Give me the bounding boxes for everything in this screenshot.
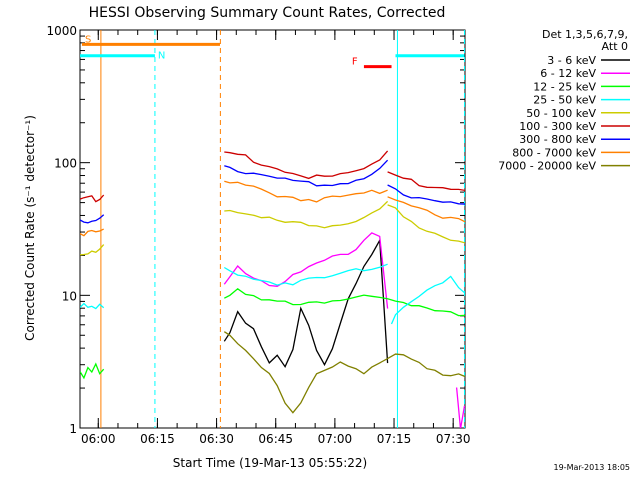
series-line	[387, 204, 465, 244]
legend-entry: 50 - 100 keV	[526, 107, 596, 120]
series-line	[224, 180, 388, 203]
legend-entry: 300 - 800 keV	[519, 133, 596, 146]
y-tick-label: 10	[62, 289, 77, 303]
legend-entry: 7000 - 20000 keV	[498, 160, 596, 173]
x-tick-label: 07:15	[377, 432, 412, 446]
legend-entry: 6 - 12 keV	[540, 67, 596, 80]
series-line	[390, 275, 465, 325]
plot-area	[79, 29, 466, 429]
series-lines	[80, 150, 465, 428]
legend-entry: 25 - 50 keV	[533, 94, 596, 107]
series-line	[224, 200, 389, 229]
series-line	[455, 387, 465, 428]
legend-entry: 100 - 300 keV	[519, 120, 596, 133]
event-markers	[100, 30, 465, 428]
y-axis: 1 10 100 1000	[46, 24, 465, 436]
series-line	[223, 263, 388, 286]
series-line	[80, 302, 105, 310]
legend-entry: 800 - 7000 keV	[512, 146, 596, 159]
legend-entry: 12 - 25 keV	[533, 80, 596, 93]
series-line	[223, 331, 465, 414]
y-tick-label: 1000	[46, 24, 77, 38]
legend-title: Att 0	[602, 40, 628, 53]
series-line	[223, 238, 389, 369]
series-line	[224, 287, 465, 317]
series-line	[80, 194, 105, 203]
x-tick-label: 06:00	[81, 432, 116, 446]
x-tick-label: 06:30	[199, 432, 234, 446]
y-axis-label: Corrected Count Rate (s⁻¹ detector⁻¹)	[23, 115, 37, 341]
series-line	[387, 171, 465, 192]
status-label: S	[85, 34, 91, 45]
series-line	[80, 244, 105, 256]
generated-timestamp: 19-Mar-2013 18:05	[553, 463, 631, 472]
series-line	[387, 184, 465, 205]
x-axis-label: Start Time (19-Mar-13 05:55:22)	[173, 456, 367, 470]
x-tick-label: 06:45	[258, 432, 293, 446]
legend-title: Det 1,3,5,6,7,9,	[542, 28, 628, 41]
series-line	[387, 196, 465, 223]
series-line	[80, 228, 104, 237]
x-tick-label: 07:30	[436, 432, 471, 446]
status-bars: S N F	[80, 34, 465, 69]
series-line	[80, 362, 105, 380]
chart-title: HESSI Observing Summary Count Rates, Cor…	[89, 5, 446, 21]
x-axis: 06:00 06:15 06:30 06:45 07:00 07:15 07:30	[81, 30, 471, 446]
series-line	[224, 150, 389, 180]
x-tick-label: 06:15	[140, 432, 175, 446]
y-tick-label: 1	[69, 422, 77, 436]
series-line	[223, 232, 389, 309]
series-line	[80, 214, 105, 224]
legend-entry: 3 - 6 keV	[547, 54, 596, 67]
series-line	[224, 159, 389, 187]
x-tick-label: 07:00	[318, 432, 353, 446]
status-label: F	[352, 57, 358, 68]
y-tick-label: 100	[54, 157, 77, 171]
status-label: N	[158, 51, 165, 62]
